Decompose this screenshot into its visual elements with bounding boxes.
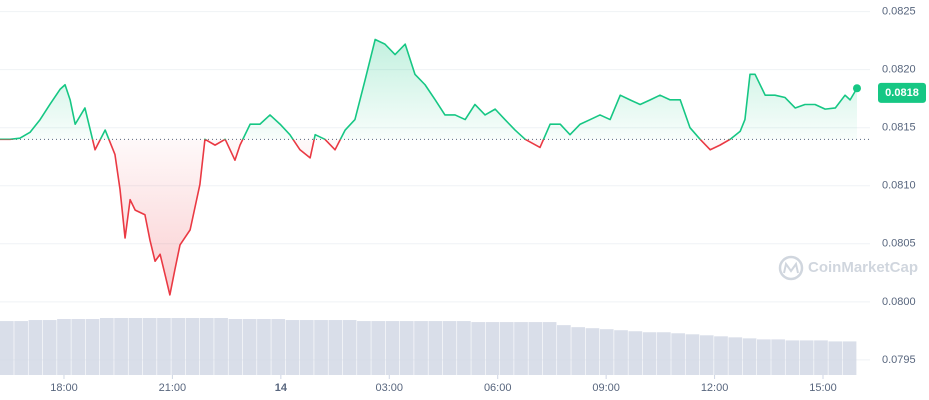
- area-fill: [0, 39, 857, 295]
- volume-bar: [157, 318, 171, 375]
- volume-bar: [642, 332, 657, 375]
- volume-bar: [414, 321, 428, 375]
- volume-bar: [185, 318, 200, 375]
- x-tick-label: 15:00: [809, 382, 837, 394]
- volume-bar: [771, 339, 785, 375]
- volume-bar: [571, 327, 586, 375]
- volume-bar: [557, 325, 571, 375]
- volume-bar: [657, 332, 671, 375]
- volume-bar: [42, 320, 57, 375]
- volume-bar: [757, 339, 771, 375]
- volume-bar: [371, 321, 386, 375]
- volume-bar: [114, 318, 128, 375]
- last-point: [852, 84, 861, 93]
- volume-bar: [514, 322, 528, 375]
- x-tick-label: 09:00: [592, 382, 620, 394]
- y-tick-label: 0.0810: [882, 180, 916, 192]
- volume-bar: [142, 318, 157, 375]
- volume-bar: [471, 322, 486, 375]
- volume-bar: [299, 320, 314, 375]
- volume-bar: [528, 322, 543, 375]
- volume-bar: [171, 318, 186, 375]
- watermark-logo-mark: [783, 261, 799, 274]
- volume-bar: [0, 321, 14, 375]
- volume-bar: [699, 335, 714, 375]
- volume-bar: [342, 320, 357, 375]
- volume-bar: [628, 331, 643, 375]
- volume-bar: [614, 330, 628, 375]
- volume-bar: [814, 340, 828, 375]
- volume-bar: [485, 322, 500, 375]
- volume-bar: [85, 319, 100, 375]
- y-tick-label: 0.0825: [882, 6, 916, 18]
- volume-bar: [542, 322, 557, 375]
- volume-bar: [228, 319, 243, 375]
- watermark-text: CoinMarketCap: [808, 259, 918, 276]
- volume-bar: [799, 340, 814, 375]
- volume-bar: [214, 318, 228, 375]
- price-line: [0, 38, 858, 296]
- volume-bar: [842, 341, 857, 375]
- volume-bar: [442, 321, 457, 375]
- volume-bar: [728, 337, 743, 375]
- x-tick-label: 03:00: [376, 382, 404, 394]
- price-tag: [878, 82, 926, 103]
- y-tick-label: 0.0795: [882, 354, 916, 366]
- volume-bar: [685, 334, 700, 375]
- x-tick-label: 06:00: [484, 382, 512, 394]
- price-tag-label: 0.0818: [885, 87, 919, 99]
- volume-bar: [714, 336, 728, 375]
- volume-bar: [28, 320, 43, 375]
- volume-bar: [785, 340, 800, 375]
- volume-bar: [457, 321, 471, 375]
- volume-bar: [742, 338, 757, 375]
- y-tick-label: 0.0820: [882, 64, 916, 76]
- volume-bar: [585, 328, 600, 375]
- y-tick-label: 0.0805: [882, 238, 916, 250]
- x-tick-label: 14: [275, 382, 288, 394]
- volume-bar: [428, 321, 443, 375]
- volume-bar: [499, 322, 514, 375]
- volume-bar: [57, 319, 71, 375]
- watermark: CoinMarketCap: [778, 255, 918, 281]
- volume-bar: [128, 318, 143, 375]
- volume-bar: [385, 321, 400, 375]
- volume-bar: [671, 333, 685, 375]
- volume-bar: [71, 319, 86, 375]
- volume-bar: [828, 341, 843, 375]
- volume-bar: [242, 319, 257, 375]
- volume-bar: [99, 318, 114, 375]
- volume-bar: [314, 320, 328, 375]
- volume-bar: [357, 321, 371, 375]
- y-tick-label: 0.0800: [882, 296, 916, 308]
- x-tick-label: 18:00: [50, 382, 78, 394]
- volume-bar: [285, 320, 300, 375]
- volume-bar: [271, 319, 286, 375]
- volume-bar: [257, 319, 271, 375]
- x-tick-label: 12:00: [701, 382, 729, 394]
- volume-bar: [199, 318, 214, 375]
- x-tick-label: 21:00: [159, 382, 187, 394]
- volume-bar: [328, 320, 343, 375]
- y-tick-label: 0.0815: [882, 122, 916, 134]
- volume-bar: [14, 321, 28, 375]
- volume-bar: [399, 321, 414, 375]
- volume-bar: [599, 329, 614, 375]
- watermark-logo: [778, 255, 804, 281]
